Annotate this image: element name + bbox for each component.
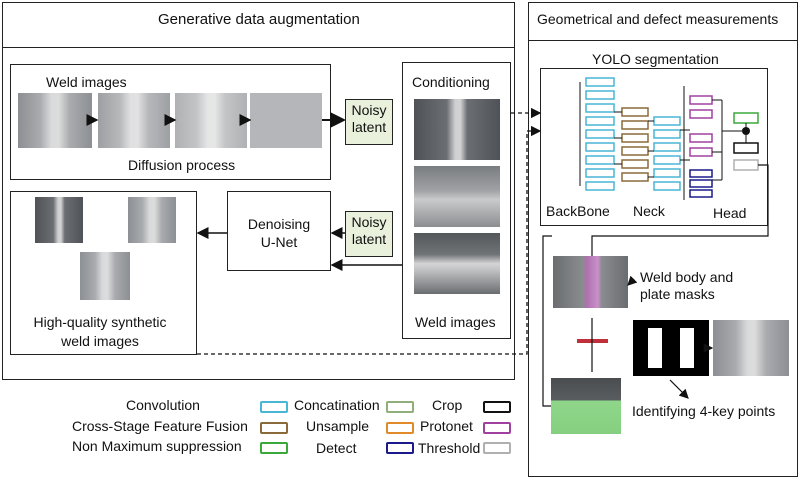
noisy-latent-bottom: Noisy latent: [345, 211, 393, 257]
binary-mask: [633, 320, 709, 376]
backbone-blocks: [585, 77, 615, 191]
arrow-mask-label: [627, 275, 638, 286]
legend-swatch-label-0: Concatination: [294, 397, 380, 413]
head-blocks-purple: [689, 95, 713, 157]
head-blocks-navy: [689, 169, 713, 198]
legend-swatch-nms: [260, 442, 288, 454]
generative-title: Generative data augmentation: [158, 11, 360, 28]
legend-swatch-concatination: [386, 401, 414, 413]
legend-swatch-csff: [260, 422, 288, 434]
masks-label: Weld body and plate masks: [640, 269, 734, 302]
legend-label-1: Cross-Stage Feature Fusion: [72, 418, 248, 434]
denoising-unet-label: Denoising U-Net: [247, 216, 311, 250]
keypoint-result-photo: [713, 320, 789, 376]
legend2-label-0: Crop: [432, 397, 463, 413]
green-mask-photo: [551, 378, 621, 434]
keypoints-label: Identifying 4-key points: [632, 403, 776, 419]
legend-label-0: Convolution: [126, 397, 200, 413]
generative-title-bar: [2, 2, 515, 48]
connector-threshold-to-masks: [591, 164, 769, 256]
connector-green-mask: [542, 235, 552, 407]
legend-swatch-label-2: Detect: [316, 440, 357, 456]
weld-photo-noise: [250, 93, 322, 148]
dashed-output-to-yolo: [197, 125, 542, 355]
yolo-connectors: [579, 82, 747, 200]
legend-label-2: Non Maximum suppression: [72, 438, 242, 454]
denoising-unet-box: [227, 191, 331, 271]
conditioning-title: Conditioning: [412, 74, 490, 90]
head-merge-node: [742, 127, 750, 135]
binary-mask-white: [648, 328, 662, 368]
binary-mask-white-2: [680, 328, 694, 368]
legend-swatch-crop: [483, 401, 511, 413]
conditioning-photo-3: [414, 233, 500, 294]
synthetic-output-label: High-quality synthetic weld images: [33, 314, 167, 349]
legend-swatch-label-1: Unsample: [306, 418, 370, 434]
noisy-latent-top: Noisy latent: [345, 99, 393, 145]
legend-swatch-threshold: [483, 442, 511, 454]
conditioning-photo-2: [414, 166, 500, 227]
measurements-title: Geometrical and defect measurements: [537, 11, 779, 27]
head-detect-block: [733, 112, 759, 124]
head-threshold-block: [733, 159, 759, 171]
synthetic-photo-1: [35, 197, 83, 243]
legend-swatch-detect: [386, 442, 414, 454]
weld-photo-3: [175, 93, 247, 148]
weld-images-label: Weld images: [46, 74, 127, 90]
weld-photo-1: [18, 93, 92, 148]
yolo-title: YOLO segmentation: [592, 51, 719, 67]
synthetic-photo-3: [80, 252, 130, 300]
legend-swatch-protonet: [483, 422, 511, 434]
legend2-label-1: Protonet: [420, 418, 473, 434]
neck-blocks-brown: [621, 107, 649, 182]
conditioning-footer: Weld images: [415, 314, 496, 330]
legend-swatch-convolution: [260, 401, 288, 413]
head-label: Head: [713, 205, 747, 221]
diffusion-process-label: Diffusion process: [128, 157, 236, 173]
weld-photo-2: [98, 93, 170, 148]
measurements-title-bar: [528, 2, 798, 41]
legend2-label-2: Threshold: [418, 440, 481, 456]
neck-label: Neck: [633, 203, 665, 219]
backbone-label: BackBone: [546, 203, 610, 219]
synthetic-photo-2: [128, 197, 176, 243]
legend-swatch-unsample: [386, 422, 414, 434]
head-crop-block: [733, 142, 759, 154]
conditioning-photo-1: [414, 99, 500, 160]
weld-mask-photo: [553, 256, 628, 308]
arrow-keypoint-label: [669, 379, 689, 399]
neck-blocks-blue: [653, 116, 681, 191]
